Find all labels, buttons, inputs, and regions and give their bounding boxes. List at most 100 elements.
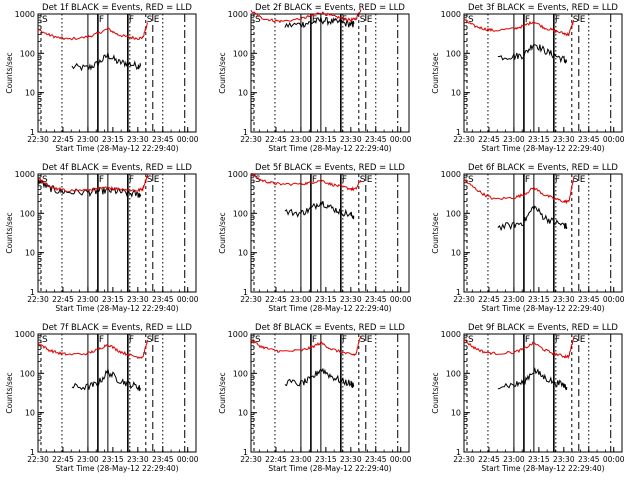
x-tick-label: 23:30	[340, 295, 362, 304]
marker-label: F	[525, 15, 530, 25]
marker-label: S	[42, 175, 48, 185]
events-series-line	[37, 177, 142, 198]
marker-label: F	[312, 175, 317, 185]
y-tick-label: 1	[30, 448, 35, 457]
y-tick-label: 1	[243, 288, 248, 297]
events-series-line	[71, 367, 141, 392]
marker-label: S	[147, 335, 153, 345]
events-series-line	[284, 16, 355, 29]
x-axis-label: Start Time (28-May-12 22:29:40)	[55, 464, 178, 473]
x-tick-label: 23:30	[127, 455, 149, 464]
marker-label: F	[312, 15, 317, 25]
events-series-line	[497, 367, 568, 391]
x-tick-label: 23:45	[365, 455, 387, 464]
x-axis-label: Start Time (28-May-12 22:29:40)	[55, 144, 178, 153]
x-tick-label: 23:45	[152, 455, 174, 464]
y-tick-label: 1000	[15, 170, 35, 179]
y-tick-label: 10	[25, 249, 35, 258]
x-tick-label: 23:15	[528, 135, 550, 144]
x-axis-label: Start Time (28-May-12 22:29:40)	[55, 304, 178, 313]
marker-label: E	[154, 335, 160, 345]
x-tick-label: 23:45	[365, 135, 387, 144]
marker-label: S	[360, 175, 366, 185]
x-tick-label: 22:45	[265, 455, 287, 464]
y-tick-label: 100	[446, 369, 461, 378]
y-tick-label: 1000	[441, 10, 461, 19]
x-tick-label: 23:00	[77, 295, 99, 304]
x-tick-label: 23:15	[528, 295, 550, 304]
events-series-line	[497, 44, 568, 65]
x-tick-label: 00:00	[390, 455, 412, 464]
y-tick-label: 1000	[228, 10, 248, 19]
marker-label: F	[555, 335, 560, 345]
y-axis-label: Counts/sec	[431, 212, 440, 253]
marker-label: E	[367, 15, 373, 25]
marker-label: E	[154, 15, 160, 25]
y-tick-label: 1000	[441, 330, 461, 339]
x-tick-label: 23:30	[340, 455, 362, 464]
x-tick-label: 22:45	[265, 295, 287, 304]
y-tick-label: 10	[25, 409, 35, 418]
y-tick-label: 100	[20, 49, 35, 58]
y-tick-label: 100	[20, 369, 35, 378]
y-tick-label: 100	[20, 209, 35, 218]
x-tick-label: 23:45	[578, 295, 600, 304]
marker-label: S	[468, 175, 474, 185]
marker-label: F	[99, 175, 104, 185]
marker-label: F	[312, 335, 317, 345]
x-tick-label: 23:45	[578, 455, 600, 464]
marker-label: S	[147, 15, 153, 25]
y-axis-label: Counts/sec	[218, 52, 227, 93]
marker-label: E	[367, 335, 373, 345]
marker-label: S	[573, 175, 579, 185]
y-tick-label: 10	[238, 249, 248, 258]
y-tick-label: 100	[446, 49, 461, 58]
y-tick-label: 1	[30, 288, 35, 297]
y-axis-label: Counts/sec	[218, 212, 227, 253]
marker-label: F	[129, 335, 134, 345]
marker-label: S	[468, 15, 474, 25]
x-tick-label: 23:15	[102, 455, 124, 464]
chart-title: Det 7f BLACK = Events, RED = LLD	[42, 323, 192, 333]
y-tick-label: 1	[243, 448, 248, 457]
marker-label: F	[525, 175, 530, 185]
chart-title: Det 2f BLACK = Events, RED = LLD	[255, 3, 405, 13]
x-tick-label: 22:30	[453, 295, 475, 304]
y-tick-label: 1	[456, 288, 461, 297]
lld-series-line	[463, 177, 575, 205]
chart-title: Det 4f BLACK = Events, RED = LLD	[42, 163, 192, 173]
x-tick-label: 22:30	[27, 295, 49, 304]
x-tick-label: 23:30	[340, 135, 362, 144]
x-tick-label: 23:00	[290, 135, 312, 144]
x-tick-label: 23:45	[578, 135, 600, 144]
marker-label: E	[580, 15, 586, 25]
x-axis-label: Start Time (28-May-12 22:29:40)	[481, 304, 604, 313]
y-tick-label: 10	[25, 89, 35, 98]
marker-label: S	[255, 335, 261, 345]
plot-frame	[250, 333, 410, 453]
plot-frame	[463, 333, 623, 453]
marker-label: S	[468, 335, 474, 345]
chart-title: Det 9f BLACK = Events, RED = LLD	[468, 323, 618, 333]
marker-label: F	[129, 15, 134, 25]
events-series-line	[284, 200, 355, 220]
x-tick-label: 23:00	[290, 455, 312, 464]
marker-label: E	[367, 175, 373, 185]
marker-label: F	[99, 335, 104, 345]
x-tick-label: 23:45	[152, 295, 174, 304]
marker-label: S	[147, 175, 153, 185]
x-tick-label: 23:00	[77, 135, 99, 144]
y-tick-label: 1000	[228, 170, 248, 179]
marker-label: E	[580, 335, 586, 345]
x-tick-label: 22:45	[478, 295, 500, 304]
x-tick-label: 00:00	[603, 135, 625, 144]
x-tick-label: 22:30	[27, 135, 49, 144]
x-tick-label: 00:00	[177, 135, 199, 144]
marker-label: S	[42, 15, 48, 25]
y-tick-label: 10	[238, 409, 248, 418]
x-tick-label: 23:30	[553, 135, 575, 144]
y-tick-label: 100	[233, 49, 248, 58]
x-tick-label: 00:00	[603, 295, 625, 304]
x-tick-label: 23:00	[503, 455, 525, 464]
plot-frame	[250, 173, 410, 293]
